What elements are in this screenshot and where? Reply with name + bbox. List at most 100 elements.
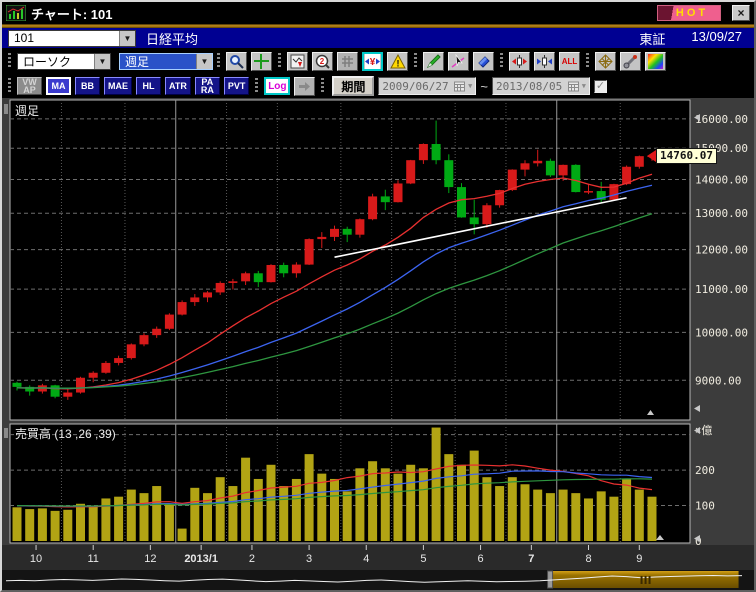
svg-text:0: 0 <box>695 535 702 548</box>
toolbar-grip[interactable] <box>586 53 589 69</box>
period-button[interactable]: 期間 <box>332 76 375 96</box>
chevron-down-icon[interactable]: ▼ <box>468 82 473 90</box>
indicator-button-vwap[interactable]: VW AP <box>17 77 42 95</box>
crosshair-icon[interactable] <box>251 51 272 71</box>
info-bar: 101 ▼ 日経平均 東証 13/09/27 <box>2 28 754 48</box>
chart-down-arrow-icon[interactable] <box>287 51 308 71</box>
range-separator: ~ <box>480 78 488 94</box>
candle-expand-icon[interactable] <box>509 51 530 71</box>
toolbar-grip[interactable] <box>217 53 220 69</box>
toolbar-grip[interactable] <box>8 78 11 94</box>
svg-text:7: 7 <box>528 553 534 565</box>
main-toolbar: ローソク ▼ 週足 ▼ 2 ¥ ! <box>2 48 754 74</box>
title-bar: チャート: 101 HOT × <box>2 2 754 24</box>
app-icon <box>6 5 26 21</box>
hot-button[interactable]: HOT <box>657 5 721 21</box>
indicator-button-hl[interactable]: HL <box>136 77 161 95</box>
date-to-value: 2013/08/05 <box>495 79 563 93</box>
svg-text:5: 5 <box>420 553 426 565</box>
indicator-button-bb[interactable]: BB <box>75 77 100 95</box>
indicator-button-pvt[interactable]: PVT <box>223 77 250 95</box>
rainbow-palette-icon[interactable] <box>645 51 666 71</box>
mesh-icon[interactable] <box>595 51 616 71</box>
svg-text:12000.00: 12000.00 <box>695 244 748 257</box>
chevron-down-icon[interactable]: ▼ <box>119 30 135 46</box>
search-icon[interactable] <box>226 51 247 71</box>
forward-arrow-icon[interactable] <box>294 76 316 96</box>
indicator-button-atr[interactable]: ATR <box>165 77 191 95</box>
svg-text:8: 8 <box>585 553 591 565</box>
draw-pencil-icon[interactable] <box>423 51 444 71</box>
svg-text:4: 4 <box>363 553 369 565</box>
warning-icon[interactable]: ! <box>387 51 408 71</box>
chevron-down-icon[interactable]: ▼ <box>196 53 212 69</box>
date-from-field[interactable]: 2009/06/27 ▼ <box>378 77 477 95</box>
toolbar-grip[interactable] <box>500 53 503 69</box>
chart-type-value: ローソク <box>23 54 72 69</box>
svg-text:16000.00: 16000.00 <box>695 113 748 126</box>
svg-text:10000.00: 10000.00 <box>695 326 748 339</box>
settings-wrench-icon[interactable] <box>620 51 641 71</box>
svg-text:2: 2 <box>320 57 325 66</box>
range-navigator-strip[interactable] <box>2 570 754 590</box>
calendar-icon <box>454 81 466 92</box>
eraser-icon[interactable] <box>473 51 494 71</box>
price-volume-chart[interactable]: 16000.00 15000.00 14000.00 13000.00 12000.00… <box>2 98 754 570</box>
chart-canvas[interactable]: 16000.00 15000.00 14000.00 13000.00 12000.00… <box>2 98 754 570</box>
toolbar-grip[interactable] <box>255 78 259 94</box>
range-start-handle <box>547 570 554 589</box>
chevron-down-icon[interactable]: ▼ <box>581 82 586 90</box>
svg-text:14000.00: 14000.00 <box>695 174 748 187</box>
svg-text:3: 3 <box>306 553 312 565</box>
symbol-combobox[interactable]: 101 ▼ <box>8 29 136 47</box>
range-drag-grip <box>648 576 651 584</box>
zoom-detail-icon[interactable]: 2 <box>312 51 333 71</box>
svg-text:200: 200 <box>695 464 715 477</box>
svg-text:2: 2 <box>249 553 255 565</box>
chevron-down-icon[interactable]: ▼ <box>94 53 110 69</box>
svg-text:100: 100 <box>695 500 715 513</box>
range-drag-grip <box>640 576 643 584</box>
date-from-value: 2009/06/27 <box>382 79 449 93</box>
toolbar-grip[interactable] <box>278 53 281 69</box>
candle-compress-icon[interactable] <box>534 51 555 71</box>
svg-text:!: ! <box>396 58 399 68</box>
close-button[interactable]: × <box>732 5 750 21</box>
svg-text:9: 9 <box>636 553 642 565</box>
indicator-button-mae[interactable]: MAE <box>104 77 132 95</box>
symbol-name: 日経平均 <box>146 31 199 47</box>
log-scale-button[interactable]: Log <box>264 77 291 95</box>
symbol-code: 101 <box>14 31 35 45</box>
svg-text:6: 6 <box>477 553 483 565</box>
timeframe-value: 週足 <box>120 53 196 69</box>
chart-type-combobox[interactable]: ローソク ▼ <box>17 52 111 70</box>
svg-text:×億: ×億 <box>695 424 712 437</box>
svg-text:15000.00: 15000.00 <box>695 142 748 155</box>
select-cursor-icon[interactable] <box>448 51 469 71</box>
calendar-icon <box>567 81 579 92</box>
grid-icon[interactable] <box>337 51 358 71</box>
range-checkbox[interactable]: ✓ <box>593 79 607 93</box>
window-title: チャート: 101 <box>31 6 113 22</box>
range-navigator[interactable] <box>2 570 754 590</box>
toolbar-grip[interactable] <box>321 78 325 94</box>
toolbar-grip[interactable] <box>8 53 11 69</box>
svg-text:9000.00: 9000.00 <box>695 374 741 387</box>
svg-text:2013/1: 2013/1 <box>184 553 218 565</box>
svg-text:12: 12 <box>144 553 156 565</box>
gold-divider <box>2 24 754 28</box>
timeframe-combobox[interactable]: 週足 ▼ <box>119 52 213 70</box>
svg-text:¥: ¥ <box>370 57 376 68</box>
show-all-button[interactable]: ALL <box>559 51 580 71</box>
indicator-button-para[interactable]: PA RA <box>194 77 220 95</box>
svg-text:11000.00: 11000.00 <box>695 283 748 296</box>
toolbar-grip[interactable] <box>414 53 417 69</box>
indicator-toolbar: VW AP MA BB MAE HL ATR PA RA PVT Log 期間 2009/06/2… <box>2 74 754 98</box>
indicator-button-ma[interactable]: MA <box>46 77 71 95</box>
yen-axis-adjust-icon[interactable]: ¥ <box>362 51 383 71</box>
svg-text:13000.00: 13000.00 <box>695 207 748 220</box>
range-drag-grip <box>644 576 647 584</box>
quote-date: 13/09/27 <box>691 28 742 44</box>
date-to-field[interactable]: 2013/08/05 ▼ <box>491 77 590 95</box>
